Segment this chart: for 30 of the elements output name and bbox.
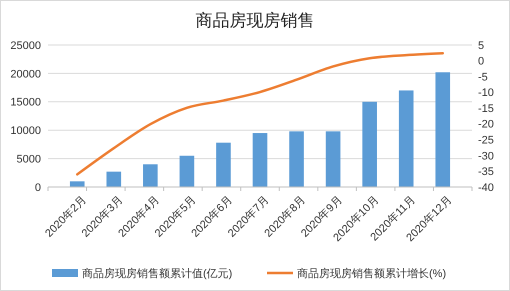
chart-title: 商品房现房销售 [196,11,314,30]
y2-tick-label: -10 [478,87,494,100]
y2-tick-label: 0 [478,56,484,68]
y-tick-label: 0 [34,182,41,194]
bar [398,90,414,187]
line-series [76,52,444,176]
y-tick-label: 10000 [10,125,41,138]
y2-tick-label: -40 [478,182,494,194]
bar [289,131,304,187]
bar [362,102,377,187]
y2-tick-label: -15 [478,102,494,115]
legend-label: 商品房现房销售额累计值(亿元) [82,266,232,280]
bar [252,133,268,187]
y2-tick-label: -25 [478,134,494,147]
bar [143,164,158,187]
bar [435,72,450,187]
bar [326,131,340,187]
bar [216,142,231,187]
y2-tick-label: -20 [478,118,494,131]
bar [106,172,122,187]
y-tick-label: 15000 [10,96,41,109]
y2-tick-label: -30 [478,150,494,162]
y2-tick-label: -35 [478,166,494,178]
y2-tick-label: -5 [478,71,488,84]
y2-tick-label: 5 [478,40,484,52]
bar [180,156,194,187]
legend-label: 商品房现房销售额累计增长(%) [297,266,446,280]
y-tick-label: 5000 [16,153,41,166]
y-tick-label: 20000 [10,68,41,80]
y-tick-label: 25000 [10,40,41,52]
